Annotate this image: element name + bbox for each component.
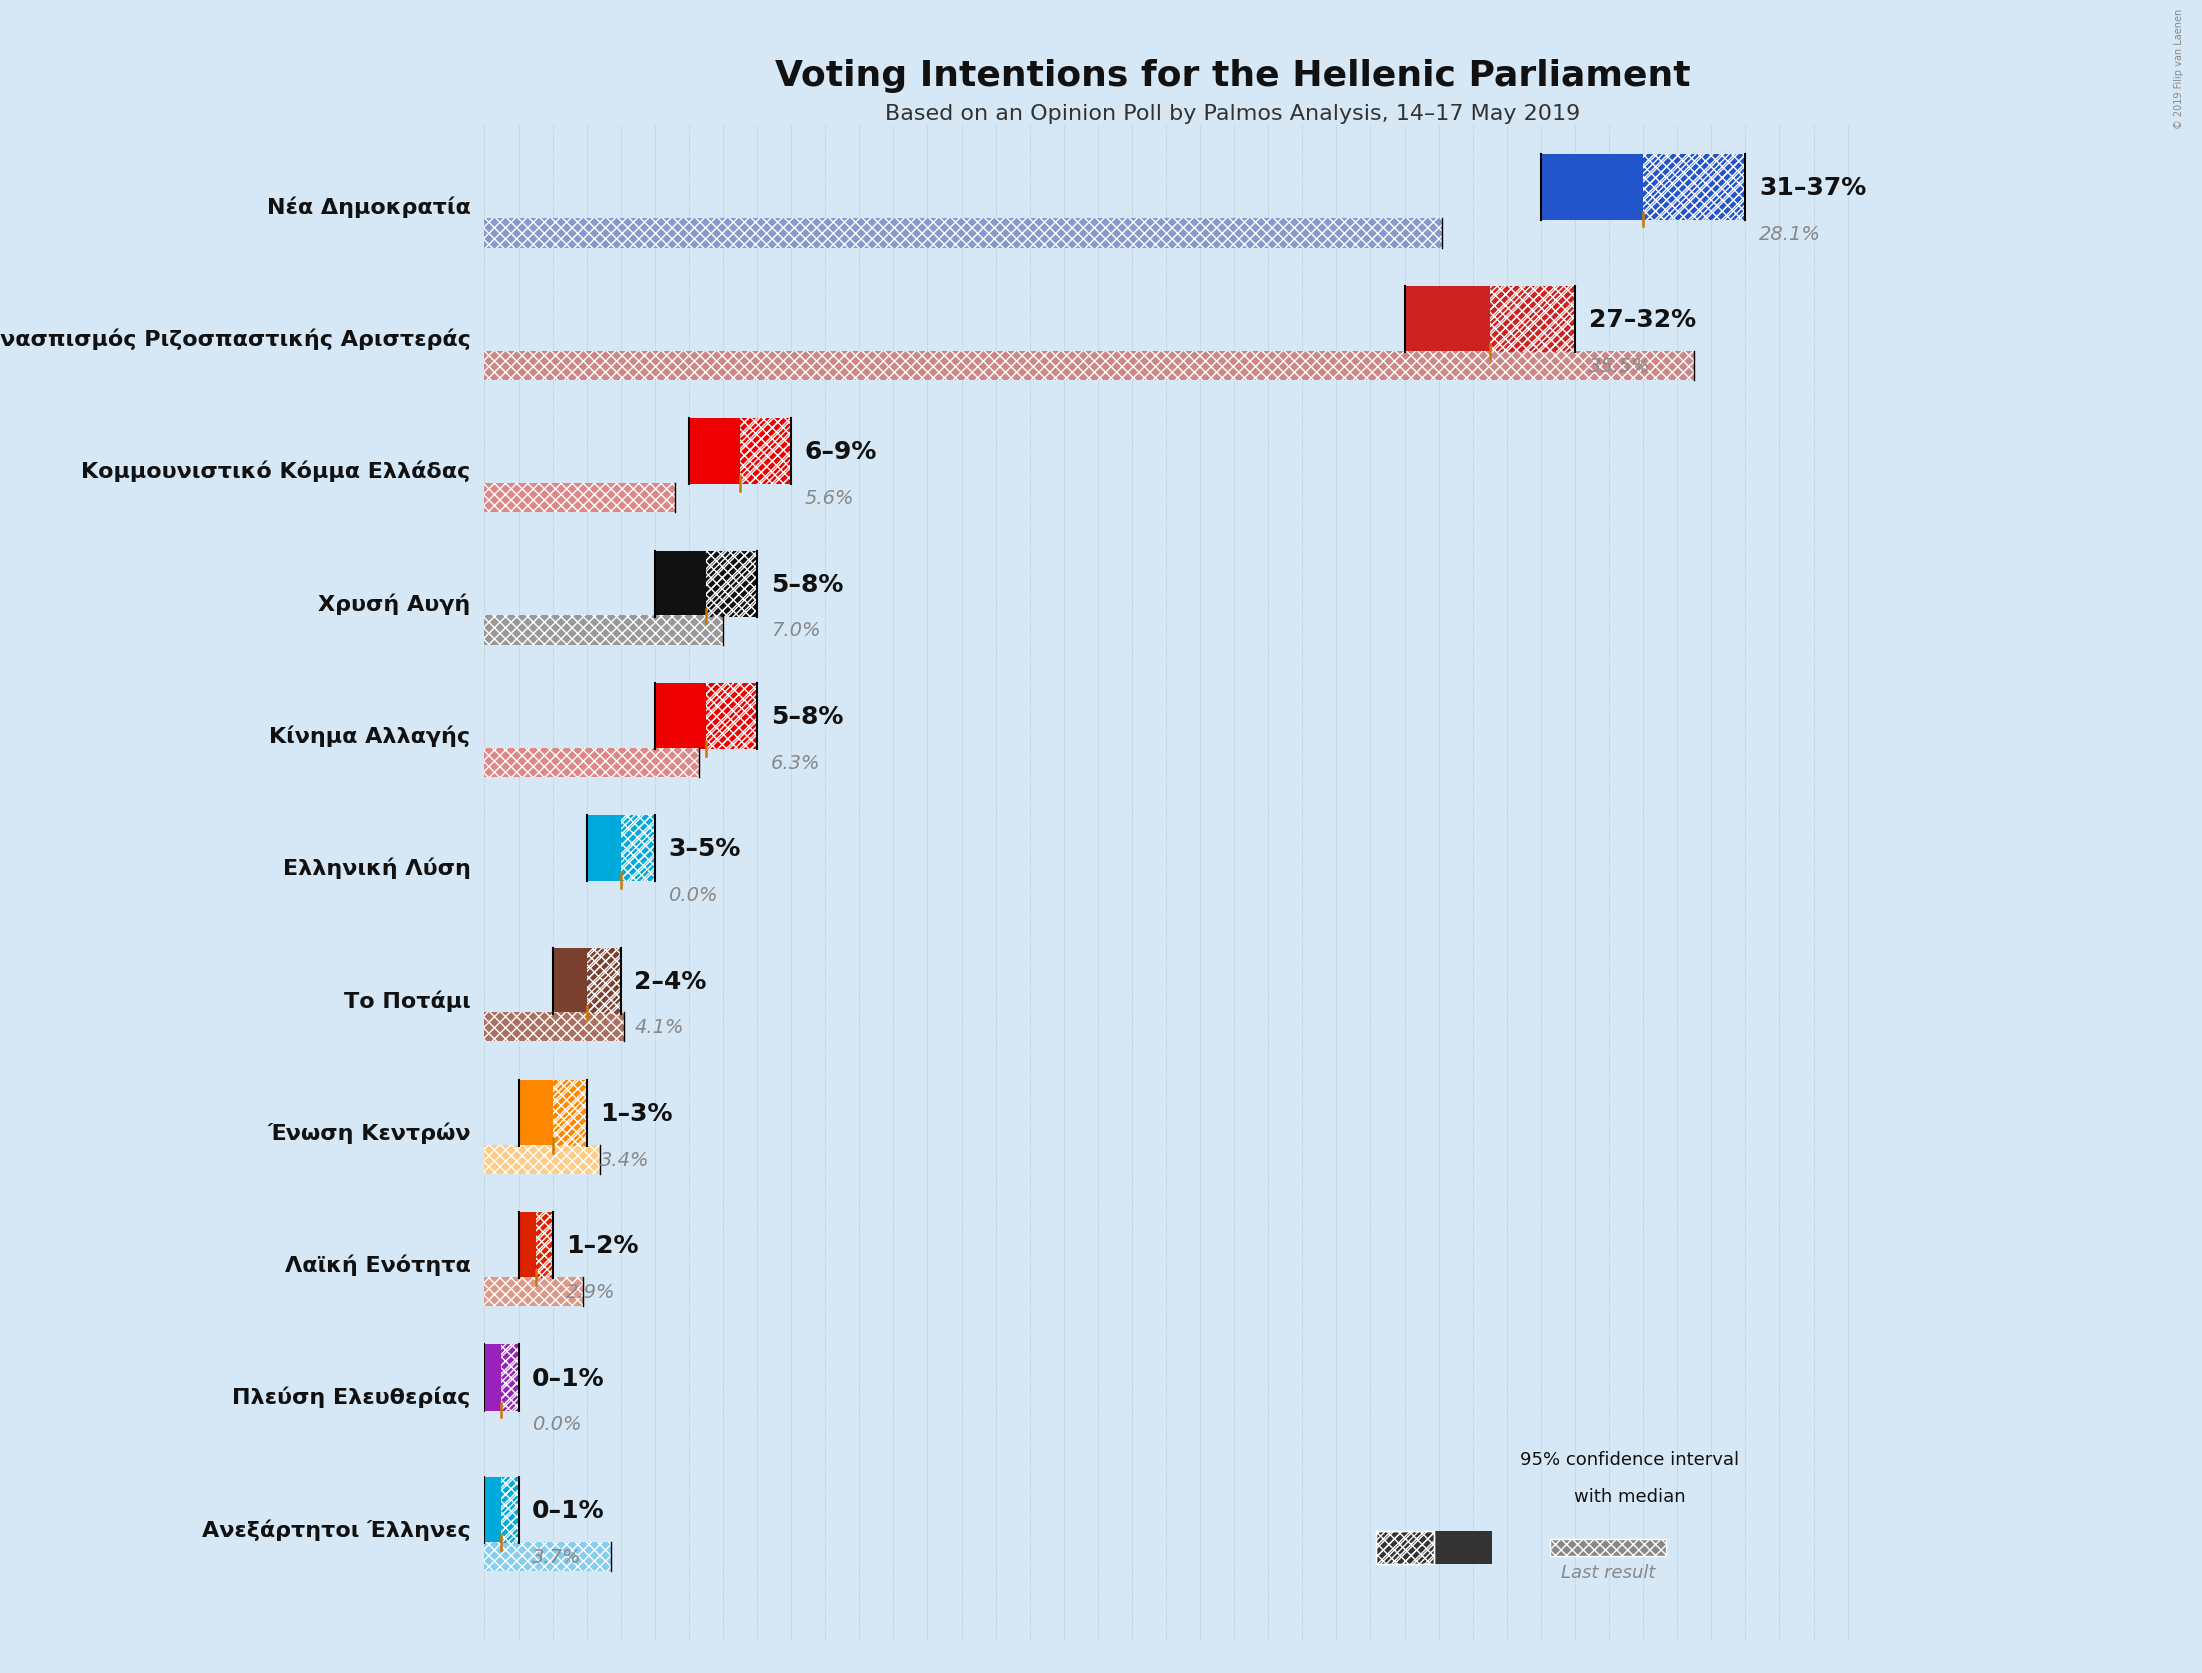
Text: 1–3%: 1–3%: [601, 1101, 674, 1126]
Text: Based on an Opinion Poll by Palmos Analysis, 14–17 May 2019: Based on an Opinion Poll by Palmos Analy…: [885, 104, 1581, 124]
Bar: [654, 552, 707, 617]
Bar: [654, 684, 707, 750]
Text: 2.9%: 2.9%: [566, 1282, 617, 1302]
Text: 95% confidence interval: 95% confidence interval: [1519, 1449, 1740, 1467]
Bar: [484, 483, 676, 514]
Bar: [484, 1144, 601, 1174]
Bar: [484, 483, 676, 514]
Bar: [621, 816, 654, 882]
Text: 2–4%: 2–4%: [634, 969, 707, 994]
Text: 6–9%: 6–9%: [804, 440, 876, 463]
Bar: [502, 1477, 517, 1543]
Bar: [484, 1276, 584, 1307]
Bar: [553, 1081, 586, 1146]
Bar: [553, 949, 586, 1014]
Text: 27–32%: 27–32%: [1588, 308, 1696, 331]
Text: with median: with median: [1574, 1487, 1685, 1506]
Bar: [689, 418, 740, 485]
Text: 0–1%: 0–1%: [533, 1365, 606, 1390]
Bar: [535, 1213, 553, 1278]
Bar: [517, 1081, 553, 1146]
Bar: [1550, 1539, 1667, 1556]
Bar: [740, 418, 791, 485]
Bar: [484, 1276, 584, 1307]
Bar: [484, 1345, 502, 1410]
Text: Voting Intentions for the Hellenic Parliament: Voting Intentions for the Hellenic Parli…: [775, 59, 1691, 92]
Bar: [484, 219, 1442, 249]
Bar: [707, 684, 757, 750]
Bar: [484, 351, 1693, 381]
Bar: [1643, 154, 1746, 221]
Bar: [1376, 1531, 1434, 1564]
Text: 4.1%: 4.1%: [634, 1017, 685, 1037]
Bar: [535, 1213, 553, 1278]
Bar: [484, 351, 1693, 381]
Bar: [484, 748, 700, 778]
Bar: [502, 1477, 517, 1543]
Bar: [1376, 1531, 1493, 1564]
Bar: [707, 552, 757, 617]
Text: 31–37%: 31–37%: [1759, 176, 1867, 199]
Bar: [484, 219, 1442, 249]
Text: © 2019 Filip van Laenen: © 2019 Filip van Laenen: [2173, 8, 2184, 129]
Text: 0–1%: 0–1%: [533, 1497, 606, 1522]
Bar: [484, 1012, 623, 1042]
Bar: [1643, 154, 1746, 221]
Bar: [586, 949, 621, 1014]
Bar: [502, 1345, 517, 1410]
Text: Last result: Last result: [1561, 1563, 1656, 1581]
Bar: [1550, 1539, 1667, 1556]
Bar: [484, 616, 722, 646]
Bar: [707, 552, 757, 617]
Bar: [484, 351, 1693, 381]
Text: 35.5%: 35.5%: [1588, 356, 1652, 376]
Bar: [484, 1144, 601, 1174]
Bar: [484, 1543, 610, 1571]
Bar: [484, 1276, 584, 1307]
Text: 7.0%: 7.0%: [771, 621, 819, 641]
Bar: [1405, 286, 1491, 353]
Bar: [586, 949, 621, 1014]
Bar: [1541, 154, 1643, 221]
Bar: [517, 1213, 535, 1278]
Bar: [586, 816, 621, 882]
Bar: [484, 616, 722, 646]
Bar: [1491, 286, 1574, 353]
Bar: [553, 1081, 586, 1146]
Bar: [484, 748, 700, 778]
Bar: [484, 483, 676, 514]
Text: 3–5%: 3–5%: [669, 836, 740, 862]
Text: 3.4%: 3.4%: [601, 1149, 650, 1169]
Bar: [484, 1543, 610, 1571]
Bar: [1491, 286, 1574, 353]
Bar: [484, 1543, 610, 1571]
Bar: [707, 684, 757, 750]
Bar: [484, 1144, 601, 1174]
Text: 28.1%: 28.1%: [1759, 224, 1821, 243]
Text: 0.0%: 0.0%: [669, 885, 718, 905]
Bar: [621, 816, 654, 882]
Text: 5–8%: 5–8%: [771, 704, 843, 728]
Bar: [484, 616, 722, 646]
Bar: [484, 219, 1442, 249]
Text: 5.6%: 5.6%: [804, 489, 854, 509]
Text: 5–8%: 5–8%: [771, 572, 843, 596]
Bar: [484, 1012, 623, 1042]
Text: 3.7%: 3.7%: [533, 1548, 581, 1566]
Bar: [1376, 1531, 1434, 1564]
Bar: [484, 1477, 502, 1543]
Bar: [502, 1345, 517, 1410]
Bar: [484, 1012, 623, 1042]
Text: 1–2%: 1–2%: [566, 1233, 639, 1258]
Text: 6.3%: 6.3%: [771, 753, 819, 773]
Text: 0.0%: 0.0%: [533, 1414, 581, 1434]
Bar: [484, 748, 700, 778]
Bar: [740, 418, 791, 485]
